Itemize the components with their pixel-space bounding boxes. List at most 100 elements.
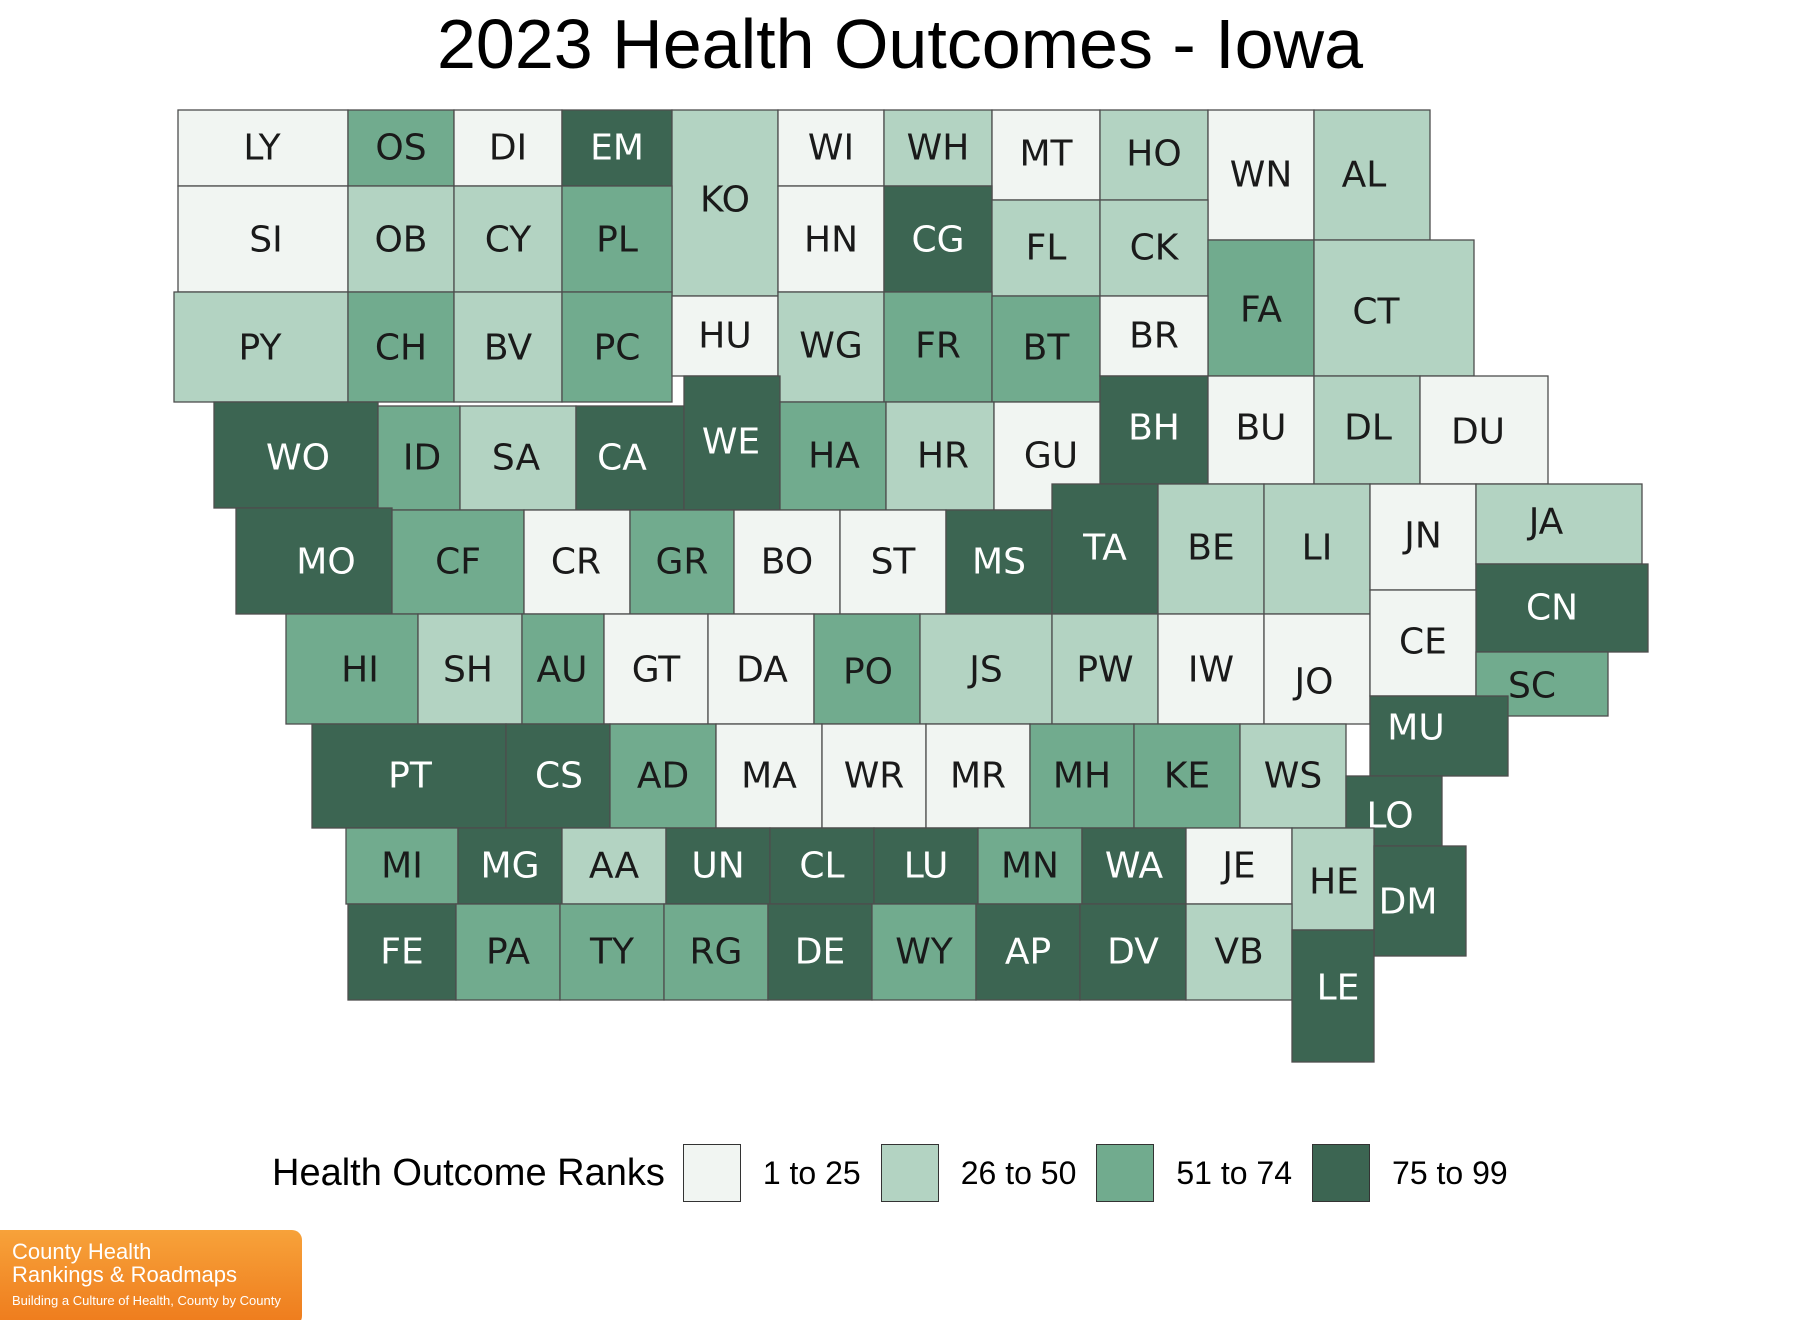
county-shape-bo [733,509,841,615]
county-shape-bv [453,291,563,403]
county-shape-bt [991,295,1101,403]
county-wh: WH [883,109,993,187]
legend-item-3: 51 to 74 [1096,1144,1292,1202]
county-ct: CT [1313,239,1475,377]
county-label-ad: AD [637,756,689,797]
county-dl: DL [1313,375,1421,485]
legend-swatch-51-74 [1096,1144,1155,1202]
county-ws: WS [1239,723,1347,829]
county-label-ca: CA [597,438,647,479]
county-shape-cl [769,827,875,905]
county-shape-mo [235,507,393,615]
legend-label-51-74: 51 to 74 [1176,1154,1293,1191]
county-pc: PC [561,291,673,403]
county-wa: WA [1081,827,1187,905]
county-ms: MS [945,509,1053,615]
county-label-mn: MN [1001,846,1059,887]
map-title: 2023 Health Outcomes - Iowa [436,5,1364,83]
county-label-pc: PC [594,328,641,369]
county-label-sa: SA [492,438,541,479]
county-ty: TY [559,903,665,1001]
county-shape-hu [671,295,779,377]
county-label-ma: MA [741,756,797,797]
county-cs: CS [505,723,611,829]
county-un: UN [665,827,771,905]
county-shape-cy [453,185,563,293]
county-shape-mg [457,827,563,905]
county-label-dv: DV [1107,932,1159,973]
county-shape-du [1419,375,1549,485]
county-bh: BH [1099,375,1209,485]
county-label-al: AL [1342,155,1387,196]
county-shape-di [453,109,563,187]
county-bo: BO [733,509,841,615]
county-label-ke: KE [1164,756,1210,797]
county-le: LE [1291,929,1375,1063]
county-mi: MI [345,827,459,905]
county-ap: AP [975,903,1081,1001]
county-label-br: BR [1129,316,1179,357]
county-label-ws: WS [1264,756,1322,797]
county-label-hn: HN [804,220,858,261]
county-ca: CA [575,405,685,511]
county-ke: KE [1133,723,1241,829]
county-shape-ap [975,903,1081,1001]
county-label-cf: CF [435,542,481,583]
county-wo: WO [213,401,379,509]
county-shape-sh [417,613,523,725]
county-shape-da [707,613,815,725]
county-de: DE [767,903,873,1001]
county-shape-fe [347,903,457,1001]
county-shape-ma [715,723,823,829]
county-shape-pa [455,903,561,1001]
county-shape-fl [991,199,1101,297]
county-label-cr: CR [551,542,601,583]
county-label-fr: FR [915,326,961,367]
legend-swatch-26-50 [880,1144,939,1202]
legend-label-75-99: 75 to 99 [1392,1154,1508,1191]
county-shape-be [1157,483,1265,615]
county-label-ct: CT [1352,292,1400,333]
county-label-sc: SC [1508,666,1556,707]
county-label-ho: HO [1126,134,1181,175]
county-label-da: DA [736,650,788,691]
legend: Health Outcome Ranks 1 to 25 26 to 50 51… [272,1142,1528,1204]
county-cl: CL [769,827,875,905]
county-label-jo: JO [1293,662,1334,703]
county-label-wh: WH [907,128,970,169]
county-label-ap: AP [1005,932,1051,973]
county-label-we: WE [702,422,760,463]
county-wn: WN [1207,109,1315,241]
county-iw: IW [1157,613,1265,725]
county-shape-fa [1207,239,1315,377]
county-label-hu: HU [698,316,751,357]
county-jn: JN [1369,483,1477,591]
county-shape-ch [347,291,455,403]
county-ad: AD [609,723,717,829]
county-ce: CE [1369,589,1477,697]
county-cr: CR [523,509,631,615]
county-si: SI [177,185,349,293]
county-shape-br [1099,295,1209,377]
county-da: DA [707,613,815,725]
county-label-iw: IW [1188,650,1234,691]
county-du: DU [1419,375,1549,485]
county-al: AL [1313,109,1431,241]
county-label-mh: MH [1053,756,1111,797]
county-label-bh: BH [1128,408,1180,449]
county-id: ID [377,405,461,511]
county-label-he: HE [1309,862,1359,903]
county-shape-ja [1475,483,1643,565]
county-cy: CY [453,185,563,293]
county-shape-ct [1313,239,1475,377]
county-mt: MT [991,109,1101,201]
county-shape-ke [1133,723,1241,829]
county-shape-wo [213,401,379,509]
county-he: HE [1291,827,1375,931]
county-shape-dl [1313,375,1421,485]
county-label-bu: BU [1235,408,1286,449]
logo-line-1: County Health [12,1239,152,1264]
county-br: BR [1099,295,1209,377]
county-label-bo: BO [761,542,813,583]
